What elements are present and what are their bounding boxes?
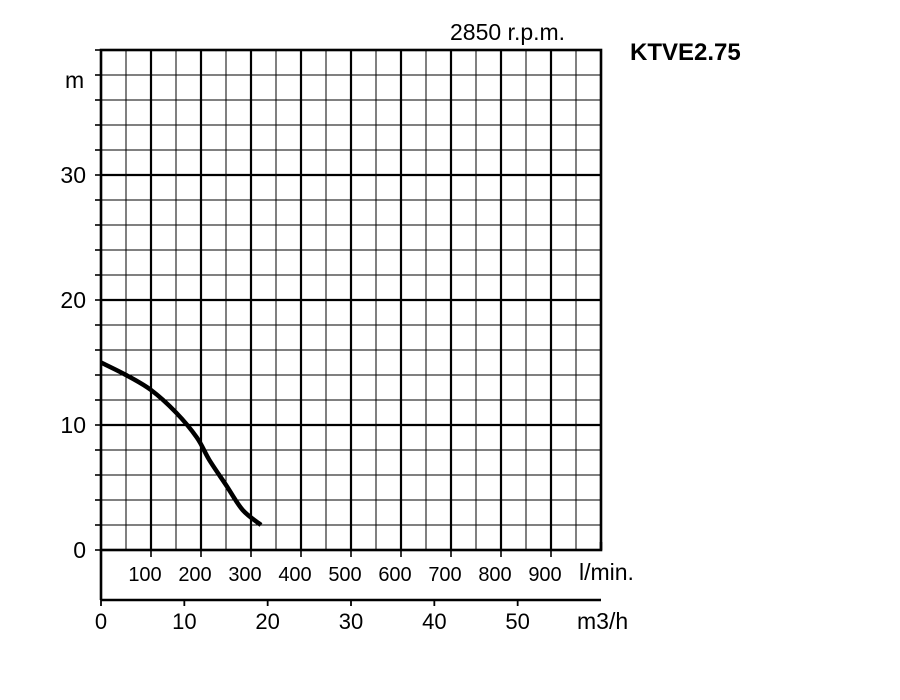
curve-layer: [99, 360, 263, 527]
lmin-tick-label: 700: [428, 564, 461, 586]
m3h-tick-label: 30: [339, 609, 363, 634]
grid-lines: [101, 50, 601, 550]
model-title: KTVE2.75: [630, 39, 741, 66]
lmin-axis-unit: l/min.: [579, 559, 634, 585]
lmin-tick-label: 600: [378, 564, 411, 586]
y-tick-label: 0: [73, 537, 86, 563]
m3h-tick-label: 50: [505, 609, 529, 634]
lmin-tick-label: 500: [328, 564, 361, 586]
chart-frame: [95, 48, 603, 606]
lmin-tick-label: 300: [228, 564, 261, 586]
lmin-tick-label: 200: [178, 564, 211, 586]
text-layer: 2850 r.p.m. KTVE2.75 m l/min. m3/h 0 10 20…: [60, 19, 740, 634]
lmin-tick-label: 100: [128, 564, 161, 586]
m3h-tick-label: 0: [95, 609, 107, 634]
head-flow-curve: [99, 360, 263, 527]
lmin-tick-label: 800: [478, 564, 511, 586]
y-tick-label: 30: [60, 162, 86, 188]
m3h-axis-unit: m3/h: [577, 608, 628, 634]
m3h-tick-label: 20: [255, 609, 279, 634]
y-tick-label: 20: [60, 287, 86, 313]
y-axis-unit: m: [65, 67, 84, 93]
lmin-tick-label: 400: [278, 564, 311, 586]
speed-label: 2850 r.p.m.: [450, 19, 565, 45]
lmin-tick-label: 900: [528, 564, 561, 586]
y-tick-label: 10: [60, 412, 86, 438]
m3h-tick-label: 40: [422, 609, 446, 634]
m3h-tick-label: 10: [172, 609, 196, 634]
